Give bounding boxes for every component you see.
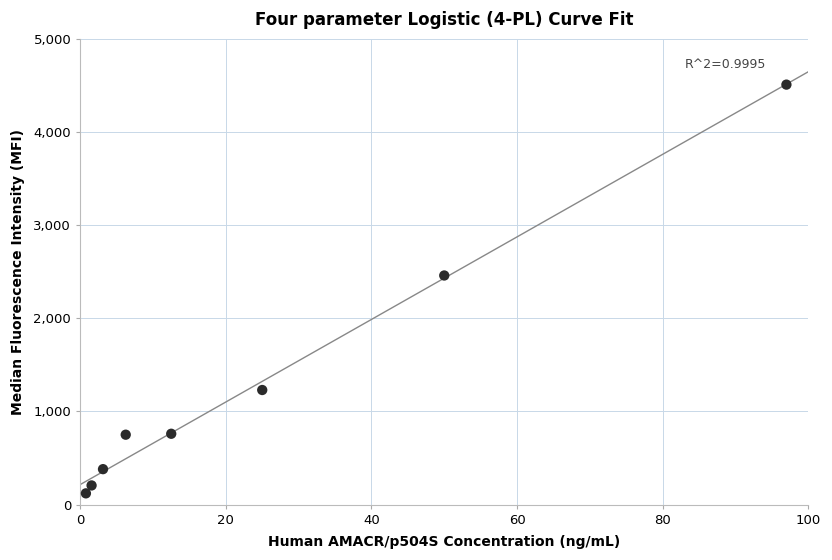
Point	[85, 481, 98, 490]
Point	[255, 385, 269, 394]
Y-axis label: Median Fluorescence Intensity (MFI): Median Fluorescence Intensity (MFI)	[11, 129, 25, 415]
Point	[97, 465, 110, 474]
Title: Four parameter Logistic (4-PL) Curve Fit: Four parameter Logistic (4-PL) Curve Fit	[255, 11, 633, 29]
Point	[780, 80, 793, 89]
Point	[119, 430, 132, 439]
X-axis label: Human AMACR/p504S Concentration (ng/mL): Human AMACR/p504S Concentration (ng/mL)	[268, 535, 621, 549]
Point	[79, 489, 92, 498]
Point	[165, 430, 178, 438]
Point	[438, 271, 451, 280]
Text: R^2=0.9995: R^2=0.9995	[685, 58, 766, 71]
